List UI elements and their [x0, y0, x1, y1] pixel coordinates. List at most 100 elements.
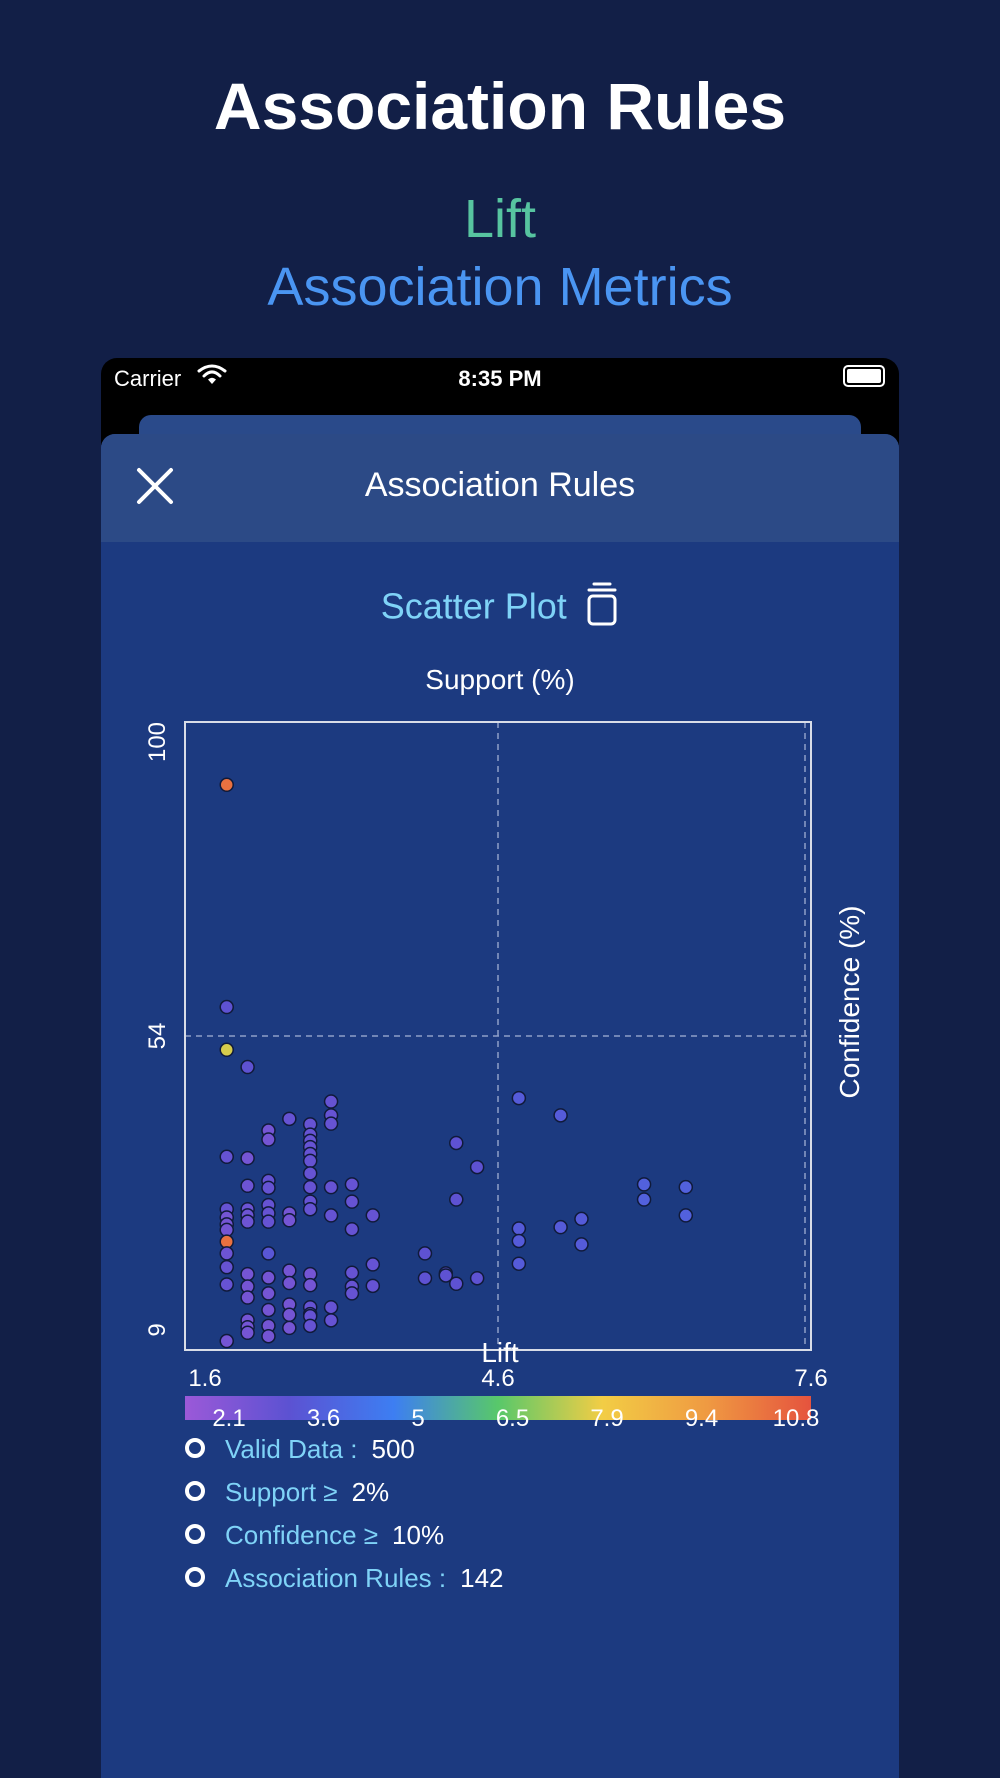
close-button[interactable] [125, 456, 185, 516]
data-point [219, 999, 234, 1015]
x-tick-label: 4.6 [481, 1365, 514, 1392]
promo-subtitle-metrics: Association Metrics [267, 257, 733, 317]
plot-frame [184, 721, 812, 1351]
data-point [344, 1177, 360, 1192]
data-point [553, 1219, 568, 1235]
x-tick-label: 7.6 [794, 1365, 827, 1392]
data-point [261, 1302, 276, 1318]
data-point [240, 1059, 255, 1075]
data-point [323, 1094, 339, 1109]
data-point [323, 1179, 339, 1195]
x-axis-ticks: 1.6 4.6 7.6 [188, 1365, 827, 1392]
data-point [323, 1313, 339, 1328]
colorbar-tick-label: 10.8 [773, 1405, 820, 1432]
colorbar-tick-label: 5 [411, 1405, 424, 1432]
data-point [636, 1192, 652, 1207]
colorbar-tick-label: 6.5 [496, 1405, 529, 1432]
data-point [261, 1328, 276, 1344]
data-point [219, 1333, 234, 1349]
data-point [449, 1135, 464, 1151]
data-point [344, 1194, 360, 1209]
data-point [282, 1320, 297, 1336]
data-point [636, 1177, 652, 1192]
data-point [282, 1213, 297, 1228]
legend-value: 10% [392, 1520, 445, 1550]
wifi-icon [197, 363, 227, 390]
promo-subtitle-lift: Lift [463, 189, 537, 249]
colorbar-ticks: 2.1 3.6 5 6.5 7.9 9.4 10.8 [212, 1405, 820, 1432]
plot-type-switch[interactable]: Scatter Plot [101, 582, 899, 631]
data-point [511, 1090, 527, 1106]
colorbar [185, 1396, 811, 1420]
sheet-title: Association Rules [364, 466, 636, 504]
data-point [323, 1299, 339, 1315]
data-point [365, 1257, 381, 1272]
legend-label: Valid Data :500 [225, 1434, 415, 1464]
association-rules-sheet: Association Rules Scatter Plot Support (… [101, 434, 899, 1778]
sheet-header: Association Rules [101, 434, 899, 542]
data-point [678, 1208, 694, 1223]
data-point [261, 1270, 276, 1285]
data-point [553, 1108, 568, 1123]
legend-label: Confidence ≥10% [225, 1520, 445, 1550]
status-time: 8:35 PM [458, 366, 542, 391]
data-point [282, 1111, 297, 1127]
data-point [240, 1290, 255, 1305]
data-point [678, 1179, 694, 1195]
chart-title: Support (%) [425, 664, 574, 695]
colorbar-tick-label: 9.4 [685, 1405, 718, 1432]
colorbar-tick-label: 7.9 [590, 1405, 623, 1432]
plot-type-label: Scatter Plot [380, 585, 567, 627]
data-point [219, 1259, 234, 1275]
legend-value: 142 [460, 1563, 504, 1593]
data-point [574, 1237, 589, 1252]
battery-icon [843, 365, 885, 387]
chart-grid [185, 722, 811, 1350]
bullet-icon [185, 1481, 205, 1501]
data-point [240, 1178, 255, 1194]
legend-value: 2% [351, 1477, 390, 1507]
legend-label: Association Rules :142 [225, 1563, 504, 1593]
data-point [219, 1149, 234, 1165]
data-point [469, 1159, 485, 1175]
data-point [302, 1277, 318, 1293]
data-point [219, 1246, 234, 1261]
data-point [511, 1233, 527, 1249]
trash-icon [585, 582, 619, 631]
bullet-icon [185, 1567, 205, 1587]
data-point [240, 1325, 255, 1340]
data-point [417, 1246, 433, 1261]
y-axis-ticks: 9 54 100 [144, 722, 171, 1337]
data-point [365, 1278, 381, 1294]
data-point [449, 1276, 464, 1291]
legend-label: Support ≥2% [225, 1477, 390, 1507]
x-axis-label: Lift [481, 1337, 519, 1368]
data-point [302, 1201, 318, 1217]
data-point [438, 1268, 454, 1283]
data-point [469, 1270, 485, 1286]
bullet-icon [185, 1438, 205, 1458]
data-point [282, 1275, 297, 1291]
data-point [511, 1256, 527, 1271]
data-point [240, 1266, 255, 1282]
data-point [302, 1153, 318, 1169]
data-point [219, 1042, 234, 1058]
data-point [240, 1214, 255, 1229]
data-point [282, 1307, 297, 1323]
y-axis-label: Confidence (%) [834, 906, 865, 1099]
data-point [323, 1208, 339, 1223]
data-point [365, 1208, 381, 1223]
data-point [449, 1192, 464, 1207]
data-point [302, 1179, 318, 1195]
scatter-points [219, 777, 694, 1349]
data-point [344, 1221, 360, 1237]
data-point [261, 1246, 276, 1261]
data-point [344, 1286, 360, 1301]
bullet-icon [185, 1524, 205, 1544]
data-point [323, 1116, 339, 1131]
data-point [261, 1286, 276, 1301]
data-point [511, 1221, 527, 1236]
scatter-chart: Support (%) 1.6 4.6 7.6 9 54 100 Lift Confid… [144, 664, 865, 1420]
data-point [302, 1166, 318, 1181]
legend-value: 500 [371, 1434, 415, 1464]
